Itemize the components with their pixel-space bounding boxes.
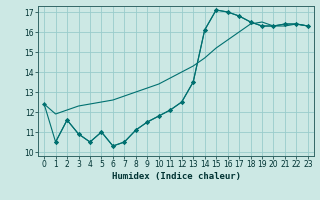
X-axis label: Humidex (Indice chaleur): Humidex (Indice chaleur) — [111, 172, 241, 181]
